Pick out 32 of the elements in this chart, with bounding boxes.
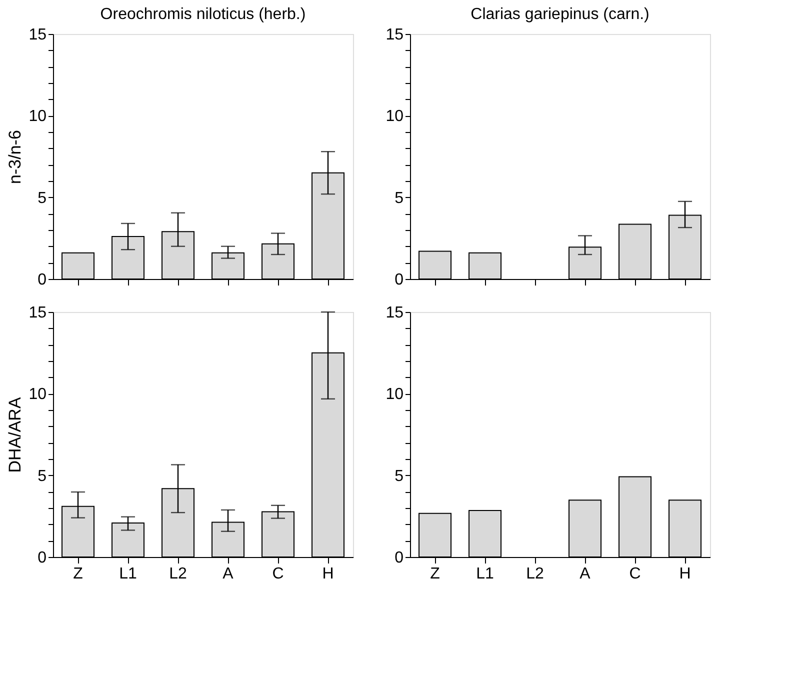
x-tick-label: A bbox=[222, 566, 234, 582]
y-tick-label: 5 bbox=[38, 468, 47, 485]
x-tick-label: L1 bbox=[119, 566, 137, 582]
y-tick-label: 0 bbox=[394, 550, 404, 566]
y-tick-label: 10 bbox=[386, 386, 404, 404]
y-tick-label: 10 bbox=[28, 386, 47, 404]
y-tick-label: 0 bbox=[38, 550, 47, 566]
y-axis-title: n-3/n-6 bbox=[6, 130, 25, 184]
y-tick-label: 10 bbox=[28, 108, 47, 126]
y-tick-label: 5 bbox=[38, 190, 47, 207]
y-axis-title: DHA/ARA bbox=[6, 396, 25, 473]
x-tick-label: C bbox=[629, 566, 641, 582]
y-tick-label: 0 bbox=[38, 272, 47, 288]
x-tick-label: L1 bbox=[476, 566, 494, 582]
x-tick-label: C bbox=[272, 566, 284, 582]
x-tick-label: Z bbox=[73, 566, 84, 582]
y-tick-label: 10 bbox=[386, 108, 404, 126]
y-tick-label: 5 bbox=[394, 468, 404, 485]
chart-title: Oreochromis niloticus (herb.) bbox=[100, 6, 306, 23]
x-tick-label: H bbox=[322, 566, 334, 582]
y-tick-label: 5 bbox=[394, 190, 404, 207]
x-tick-label: Z bbox=[430, 566, 440, 582]
x-tick-label: L2 bbox=[169, 566, 187, 582]
x-tick-label: H bbox=[679, 566, 691, 582]
y-tick-label: 15 bbox=[386, 26, 404, 44]
x-tick-label: L2 bbox=[526, 566, 544, 582]
y-tick-label: 15 bbox=[386, 304, 404, 322]
x-tick-label: A bbox=[580, 566, 591, 582]
y-tick-label: 0 bbox=[394, 272, 404, 288]
y-tick-label: 15 bbox=[28, 304, 47, 322]
y-tick-label: 15 bbox=[28, 26, 47, 44]
chart-title: Clarias gariepinus (carn.) bbox=[470, 6, 650, 23]
